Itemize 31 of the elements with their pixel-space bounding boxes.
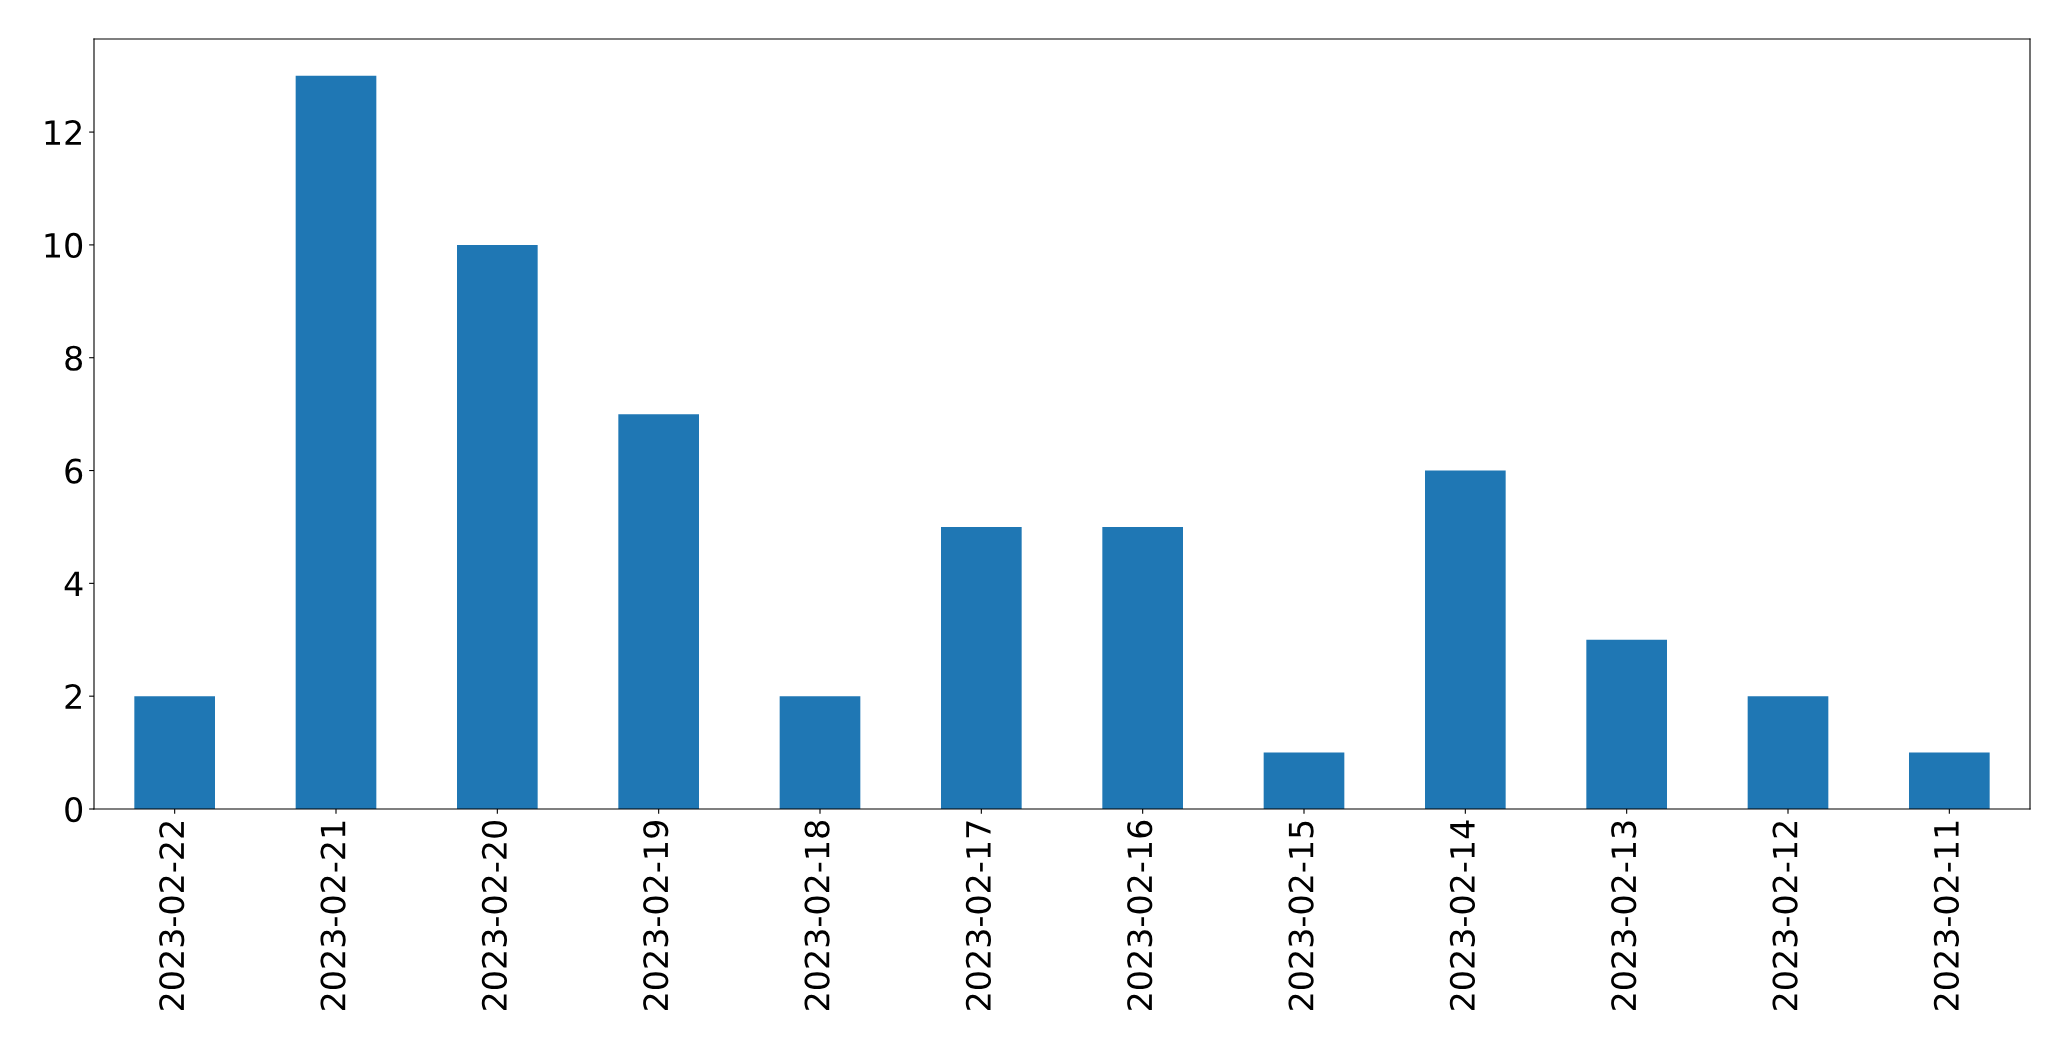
bar [1425, 470, 1506, 809]
bar [1102, 526, 1183, 809]
bar [1586, 639, 1667, 809]
x-tick-label: 2023-02-14 [1449, 820, 1476, 1010]
x-tick-label: 2023-02-11 [1933, 821, 1960, 1010]
y-tick-label: 2 [65, 684, 81, 709]
y-tick-label: 8 [65, 345, 82, 371]
bar [295, 75, 377, 809]
bar [1263, 752, 1345, 809]
bar [1909, 752, 1990, 809]
x-tick-label: 2023-02-22 [159, 822, 185, 1010]
bar [618, 414, 699, 809]
bar [457, 244, 538, 809]
y-tick-label: 10 [45, 232, 83, 259]
x-tick-label: 2023-02-16 [1127, 820, 1153, 1010]
bar [941, 526, 1022, 809]
y-tick-label: 4 [64, 571, 83, 597]
y-tick-label: 0 [65, 796, 83, 823]
x-tick-label: 2023-02-13 [1611, 821, 1637, 1010]
x-tick-label: 2023-02-21 [320, 821, 346, 1010]
x-tick-label: 2023-02-15 [1288, 821, 1314, 1010]
y-tick-label: 12 [45, 120, 81, 145]
x-tick-label: 2023-02-19 [643, 821, 669, 1010]
x-tick-label: 2023-02-12 [1772, 822, 1798, 1010]
bar [779, 696, 861, 809]
x-tick-label: 2023-02-18 [804, 821, 830, 1010]
x-tick-label: 2023-02-17 [965, 821, 992, 1010]
x-tick-label: 2023-02-20 [481, 820, 508, 1010]
bar [134, 696, 215, 809]
bar [1747, 696, 1829, 809]
y-tick-label: 6 [65, 458, 83, 484]
